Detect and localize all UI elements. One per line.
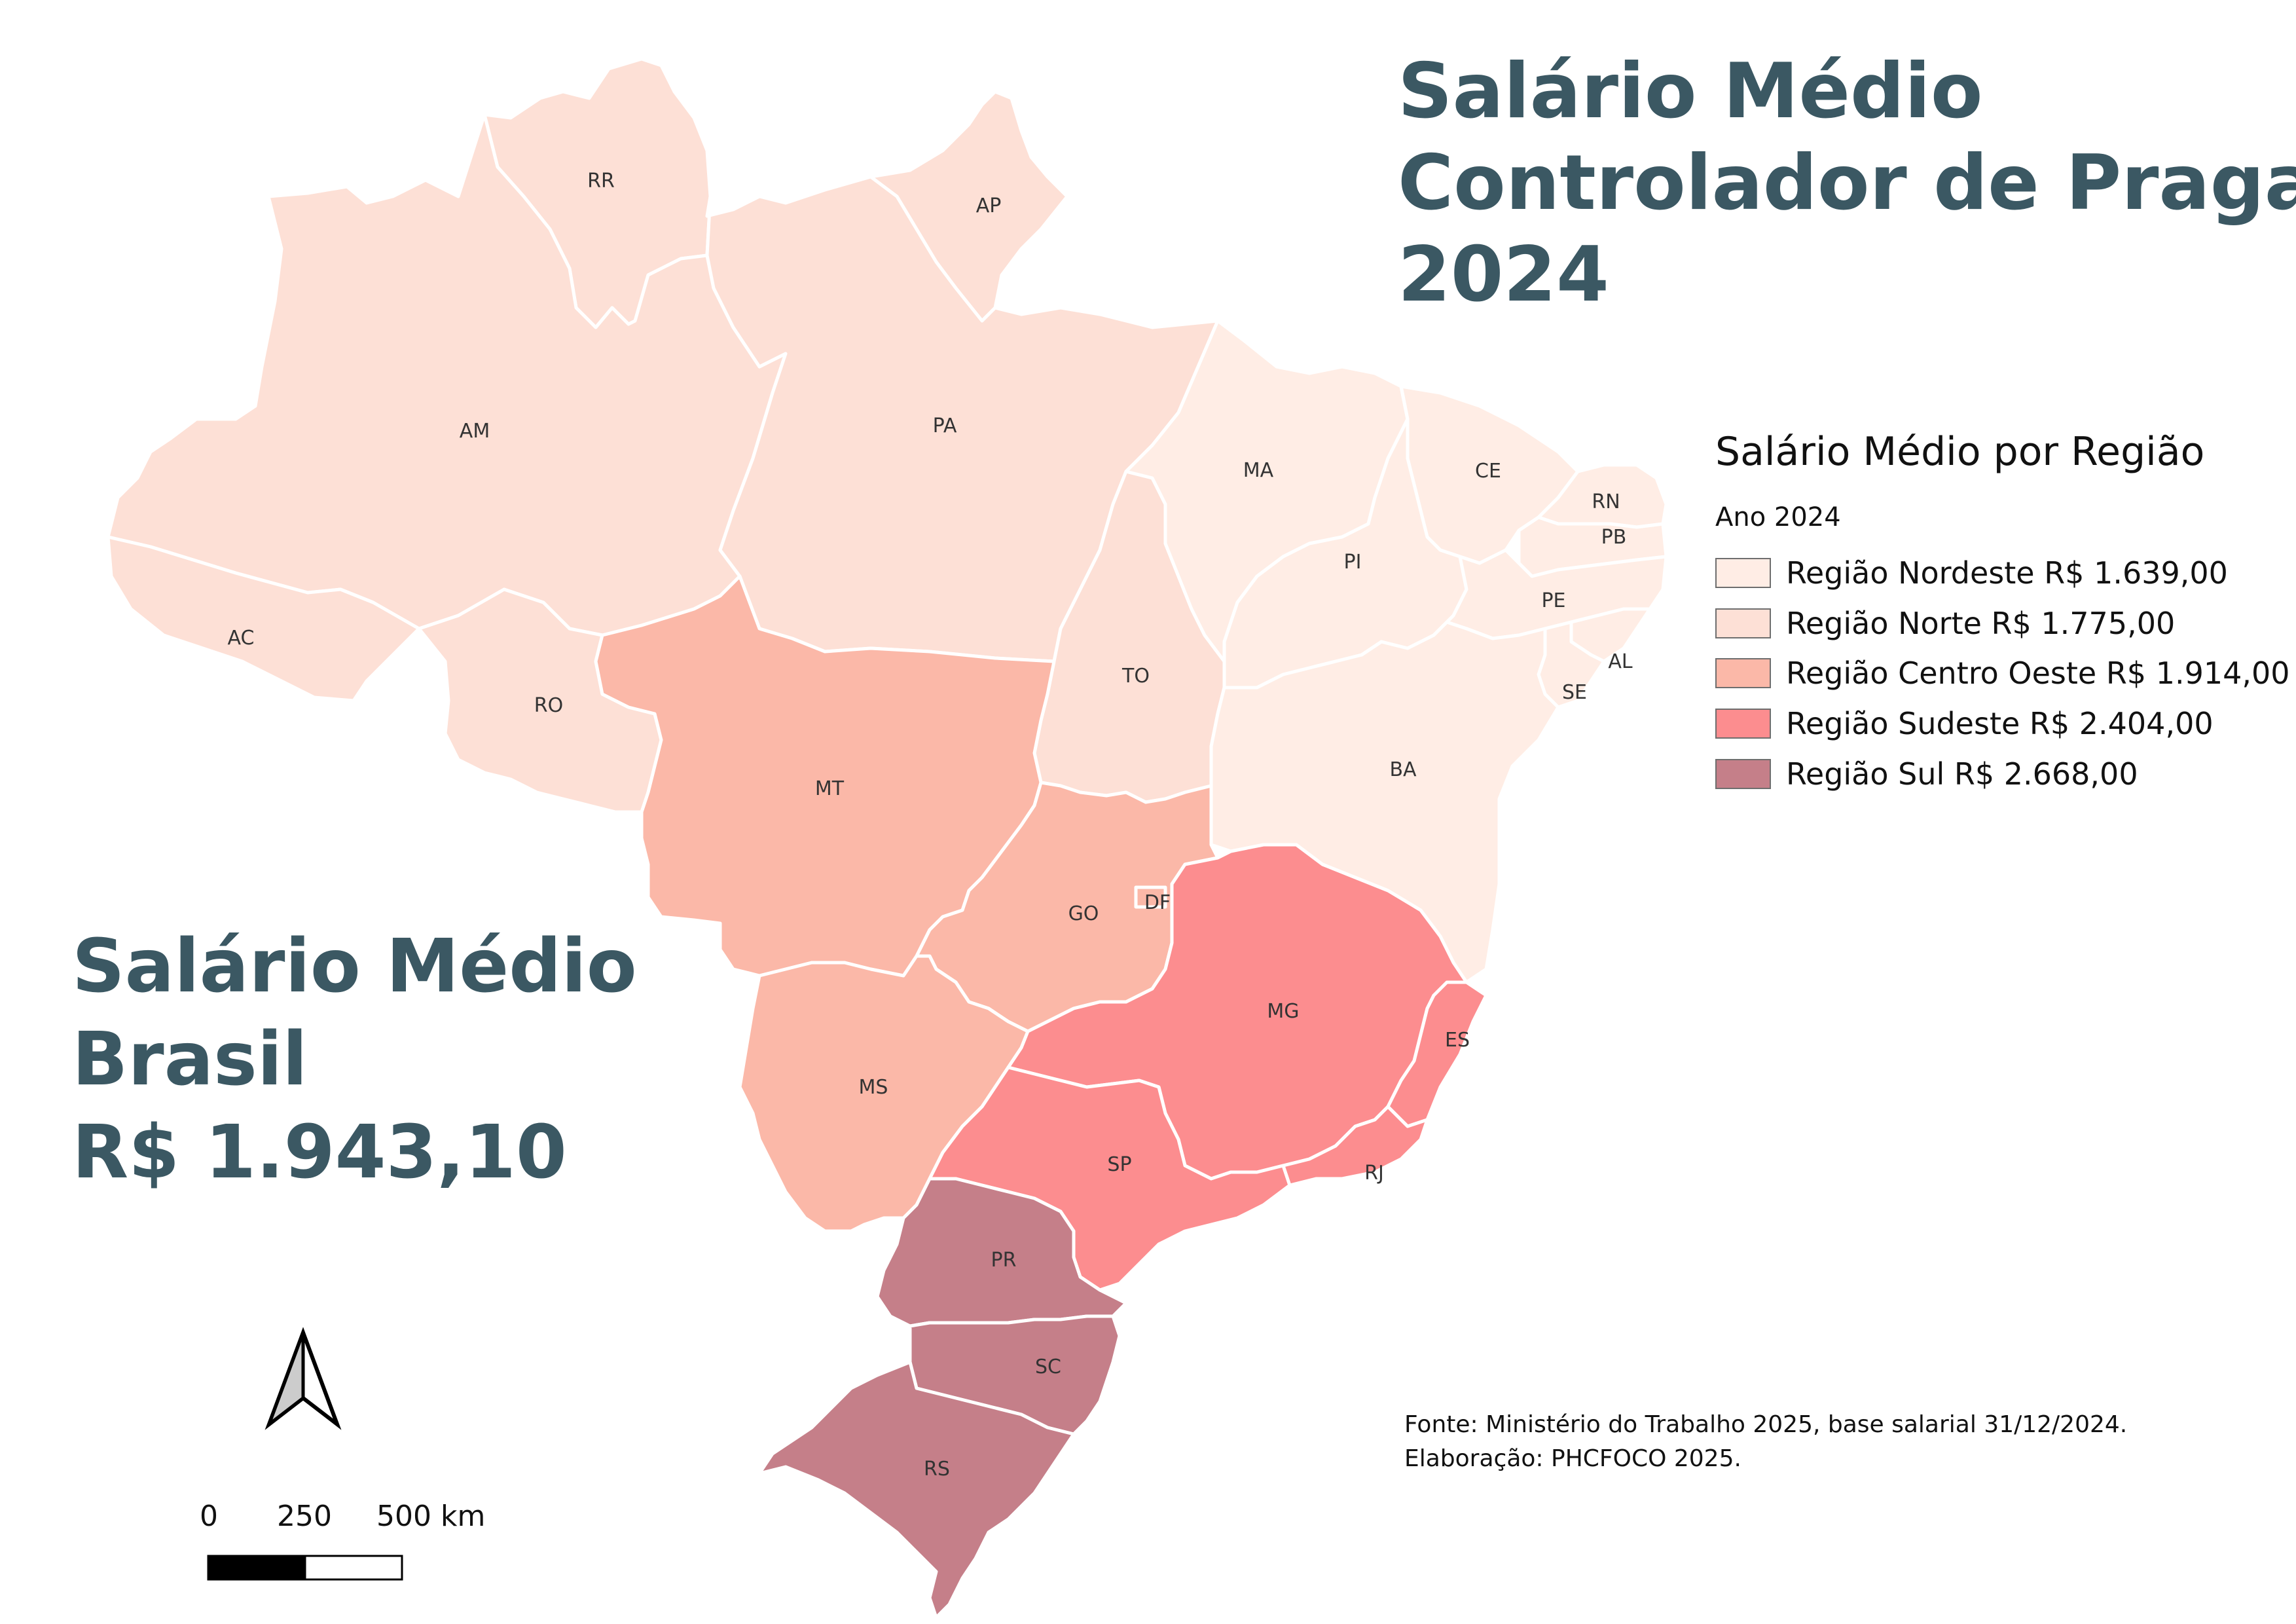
- state-label-sp: SP: [1107, 1153, 1131, 1176]
- source-line-2: Elaboração: PHCFOCO 2025.: [1404, 1445, 1741, 1472]
- national-value: R$ 1.943,10: [72, 1110, 567, 1195]
- state-label-mt: MT: [815, 777, 845, 800]
- state-label-ma: MA: [1243, 459, 1274, 482]
- north-arrow-icon: [264, 1327, 342, 1430]
- state-label-sc: SC: [1035, 1356, 1061, 1378]
- state-label-pr: PR: [991, 1249, 1017, 1272]
- scale-label-250: 250: [277, 1500, 332, 1533]
- state-label-ac: AC: [228, 627, 255, 650]
- state-label-ce: CE: [1475, 460, 1501, 483]
- legend-label: Região Centro Oeste R$ 1.914,00: [1786, 655, 2290, 691]
- scale-bar: [207, 1555, 403, 1581]
- state-label-mg: MG: [1267, 1000, 1299, 1023]
- legend: Salário Médio por Região Ano 2024 Região…: [1715, 429, 2290, 792]
- legend-subtitle: Ano 2024: [1715, 502, 1841, 532]
- state-label-pi: PI: [1344, 551, 1362, 574]
- national-line-2: Brasil: [72, 1017, 308, 1102]
- legend-swatch: [1715, 709, 1771, 739]
- national-line-1: Salário Médio: [72, 924, 637, 1009]
- legend-label: Região Sul R$ 2.668,00: [1786, 756, 2138, 792]
- state-label-to: TO: [1121, 665, 1150, 688]
- legend-swatch: [1715, 759, 1771, 789]
- scale-label-500: 500 km: [376, 1500, 486, 1533]
- legend-swatch: [1715, 658, 1771, 688]
- title-line-2: Controlador de Pragas: [1398, 139, 2296, 227]
- map-title: Salário Médio Controlador de Pragas 2024: [1398, 46, 2296, 321]
- legend-swatch: [1715, 608, 1771, 638]
- legend-label: Região Nordeste R$ 1.639,00: [1786, 555, 2228, 591]
- state-label-go: GO: [1068, 902, 1099, 925]
- source-line-1: Fonte: Ministério do Trabalho 2025, base…: [1404, 1411, 2128, 1438]
- state-label-ba: BA: [1389, 758, 1417, 781]
- title-line-1: Salário Médio: [1398, 47, 1983, 136]
- legend-label: Região Norte R$ 1.775,00: [1786, 606, 2176, 641]
- state-RS[interactable]: [757, 1360, 1076, 1619]
- state-AC[interactable]: [106, 535, 421, 703]
- state-label-ms: MS: [859, 1076, 888, 1099]
- state-label-es: ES: [1445, 1029, 1470, 1052]
- state-label-pa: PA: [933, 415, 957, 437]
- legend-title: Salário Médio por Região: [1715, 429, 2205, 475]
- scale-label-0: 0: [200, 1500, 218, 1533]
- state-label-ro: RO: [534, 694, 563, 717]
- source-note: Fonte: Ministério do Trabalho 2025, base…: [1404, 1408, 2127, 1476]
- state-label-pe: PE: [1541, 589, 1565, 612]
- state-DF[interactable]: [1134, 885, 1167, 909]
- legend-swatch: [1715, 558, 1771, 588]
- state-label-am: AM: [460, 420, 490, 443]
- legend-label: Região Sudeste R$ 2.404,00: [1786, 706, 2214, 741]
- state-label-al: AL: [1608, 650, 1633, 673]
- title-line-3: 2024: [1398, 231, 1609, 319]
- state-label-rj: RJ: [1364, 1162, 1384, 1185]
- state-label-pb: PB: [1601, 526, 1627, 549]
- state-label-ap: AP: [976, 194, 1002, 217]
- state-label-rn: RN: [1592, 490, 1620, 513]
- state-label-rs: RS: [924, 1458, 950, 1481]
- national-average: Salário Médio Brasil R$ 1.943,10: [72, 920, 637, 1199]
- state-RJ[interactable]: [1281, 1105, 1429, 1187]
- state-label-se: SE: [1562, 681, 1587, 704]
- state-label-df: DF: [1144, 891, 1171, 914]
- state-label-rr: RR: [587, 170, 615, 193]
